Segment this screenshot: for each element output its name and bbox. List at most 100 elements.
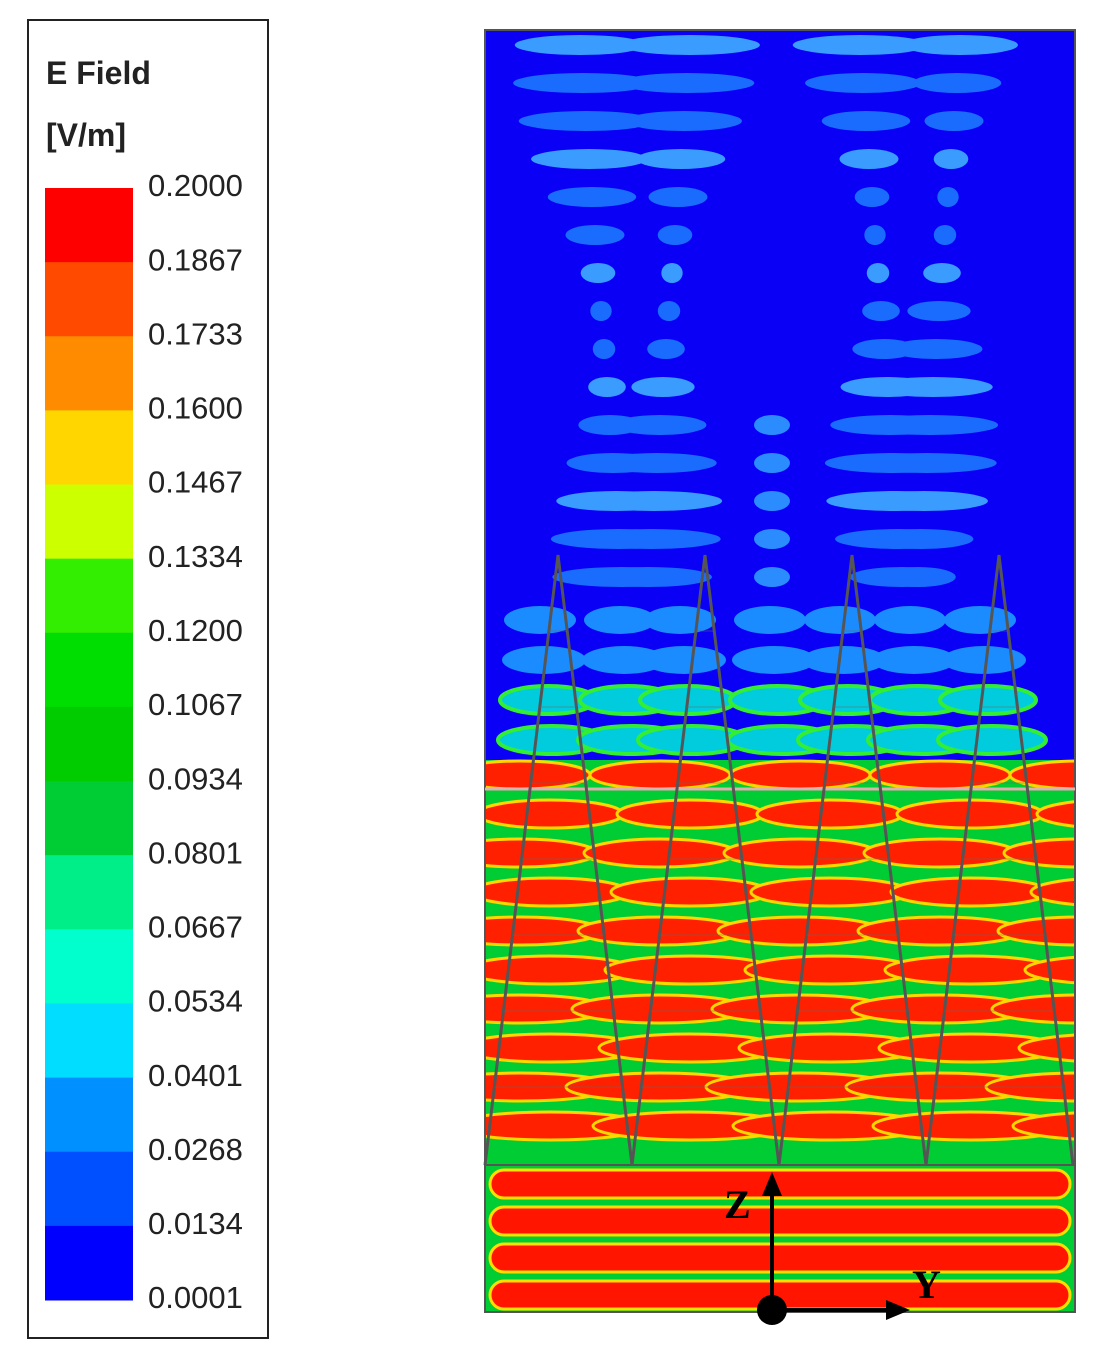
color-band: [45, 929, 133, 1004]
ripple: [584, 567, 712, 587]
ripple: [518, 111, 654, 131]
ripple: [648, 187, 708, 207]
ripple: [804, 606, 876, 634]
ripple: [636, 149, 726, 169]
hot-band: [488, 1168, 1072, 1200]
level-label: 0.1867: [148, 242, 243, 277]
ripple: [872, 646, 956, 674]
ripple: [631, 377, 695, 397]
cone: [924, 554, 1075, 1166]
ripple: [582, 646, 666, 674]
level-label: 0.0934: [148, 761, 243, 796]
ripple: [588, 377, 626, 397]
ripple: [873, 377, 993, 397]
level-label: 0.0401: [148, 1058, 243, 1093]
hot-band: [1011, 1111, 1075, 1141]
level-label: 0.0667: [148, 910, 243, 945]
ripple: [861, 415, 999, 435]
ripple: [547, 187, 637, 207]
ripple: [585, 491, 723, 511]
color-band: [45, 1003, 133, 1079]
ripple: [854, 187, 890, 207]
hot-band: [749, 876, 911, 908]
axes-triad: Z Y: [724, 1172, 941, 1325]
color-band: [45, 336, 133, 411]
level-label: 0.1067: [148, 687, 243, 722]
level-label: 0.0001: [148, 1280, 243, 1315]
ripple: [864, 225, 886, 245]
level-label: 0.1467: [148, 465, 243, 500]
ripple: [924, 111, 984, 131]
ripple: [860, 491, 988, 511]
ripple: [661, 263, 683, 283]
cones: [483, 554, 1075, 1166]
ripple: [647, 339, 685, 359]
hot-band: [588, 759, 732, 791]
ripple: [912, 73, 1002, 93]
z-label: Z: [724, 1182, 751, 1227]
hot-band: [485, 759, 592, 791]
ripple: [620, 35, 760, 55]
color-band: [45, 558, 133, 634]
level-label: 0.1334: [148, 539, 243, 574]
cone: [483, 554, 634, 1166]
ripple: [889, 339, 983, 359]
hot-band: [615, 798, 765, 830]
y-label: Y: [912, 1262, 941, 1307]
ripple: [644, 606, 716, 634]
ripple: [805, 73, 921, 93]
ripple: [531, 149, 647, 169]
ripple: [874, 606, 946, 634]
color-band: [45, 1225, 133, 1301]
ripple: [944, 606, 1016, 634]
hot-band: [889, 876, 1051, 908]
level-label: 0.2000: [148, 168, 243, 203]
hot-band: [485, 876, 631, 908]
ripple: [613, 415, 707, 435]
hot-band: [488, 1242, 1072, 1274]
ripple: [754, 415, 790, 435]
ripple: [565, 225, 625, 245]
ripple: [732, 646, 816, 674]
y-arrow: [886, 1300, 910, 1320]
ripple: [581, 529, 721, 549]
ripple: [642, 646, 726, 674]
ripple: [936, 724, 1048, 756]
z-arrow: [762, 1172, 782, 1196]
ripple: [626, 111, 742, 131]
hot-band: [868, 759, 1012, 791]
hot-band: [485, 798, 625, 830]
field-plot: [485, 30, 1075, 1312]
cone: [777, 554, 928, 1166]
level-label: 0.1733: [148, 316, 243, 351]
ripple: [821, 111, 911, 131]
ripple: [792, 35, 928, 55]
ripple: [592, 339, 616, 359]
hot-band: [728, 759, 872, 791]
color-band: [45, 1077, 133, 1153]
level-label: 0.0801: [148, 835, 243, 870]
ripple: [514, 35, 646, 55]
ripple: [857, 453, 997, 473]
origin: [757, 1295, 787, 1325]
hot-band: [582, 837, 738, 869]
ripple: [754, 491, 790, 511]
ripple: [590, 301, 612, 321]
ripple: [862, 301, 900, 321]
ripple: [937, 187, 959, 207]
ripple: [580, 263, 616, 283]
ripple: [868, 529, 974, 549]
ripple: [597, 453, 717, 473]
color-band: [45, 484, 133, 560]
ripple: [866, 263, 890, 283]
color-band: [45, 1151, 133, 1227]
level-label: 0.0534: [148, 984, 243, 1019]
ripple: [513, 73, 653, 93]
ripple: [754, 453, 790, 473]
ripple: [880, 567, 956, 587]
color-band: [45, 781, 133, 856]
color-band: [45, 262, 133, 337]
ripple: [923, 263, 961, 283]
level-label: 0.0134: [148, 1206, 243, 1241]
